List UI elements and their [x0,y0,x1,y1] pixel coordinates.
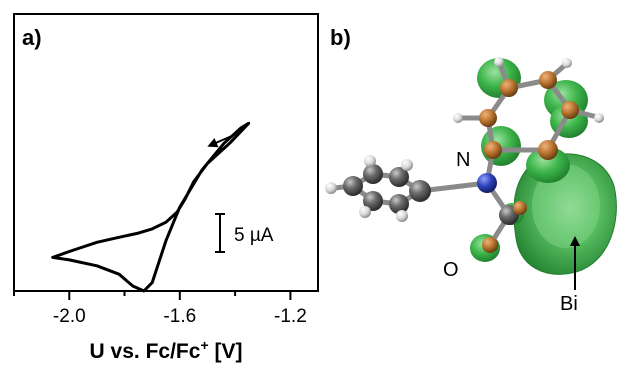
cv-data-point [95,264,99,267]
cv-data-point [178,205,181,209]
cv-data-point [151,227,154,231]
oxygen-label: O [443,259,459,281]
cv-data-point [247,121,251,125]
nitrogen-atom [477,173,497,193]
phenyl-ring-atoms [343,164,431,214]
cv-data-point [164,239,168,242]
cv-data-point [200,168,204,172]
cv-data-point [206,162,209,165]
nitrogen-label: N [456,149,470,171]
cv-data-point [239,127,242,130]
cv-data-point [151,281,154,284]
panel-b: b) [325,25,617,315]
plot-frame [13,13,319,292]
x-axis-title-unit: [V] [209,340,243,363]
scan-direction-arrow [207,131,242,148]
x-axis-tick-labels: -2.0 -1.6 -1.2 [53,306,307,327]
x-axis-title-superscript: + [200,337,208,353]
carbonyl-bridge-atom [513,201,527,215]
x-tick-label: -1.2 [274,306,307,327]
bismuth-orbital-lobe [513,153,617,275]
cv-data-point [228,142,231,145]
oxygen-atom [482,237,498,253]
hydrogen-atoms [325,57,604,222]
x-tick-label: -1.6 [163,306,196,327]
cv-data-point [117,273,121,276]
pyridine-ring-atoms [479,71,579,160]
panel-label-a: a) [22,25,42,50]
scale-bar-label: 5 µA [234,225,274,246]
x-tick-label: -2.0 [53,306,86,327]
cv-data-point [175,210,179,214]
current-scale-bar: 5 µA [215,213,274,253]
cv-data-point [156,264,159,267]
cv-data-point [68,250,71,253]
cv-data-point [131,284,134,288]
cv-data-point [184,197,187,200]
panel-label-b: b) [330,25,351,50]
cv-data-point [95,241,99,244]
cv-data-point [192,180,195,184]
cv-data-point [222,142,226,145]
x-axis-ticks [13,291,292,300]
cv-data-point [164,221,168,224]
cv-data-point [142,289,146,293]
cv-data-point [51,256,54,259]
cv-data-point [68,258,71,262]
x-axis-title: U vs. Fc/Fc+ [V] [90,337,243,363]
panel-a: a) -2.0 -1.6 -1.2 5 µA U vs. Fc/Fc+ [V] [13,13,319,363]
cv-data-point [117,236,121,239]
cv-data-point [137,231,140,235]
bismuth-label: Bi [560,293,578,315]
cv-curve-layer [51,121,251,293]
